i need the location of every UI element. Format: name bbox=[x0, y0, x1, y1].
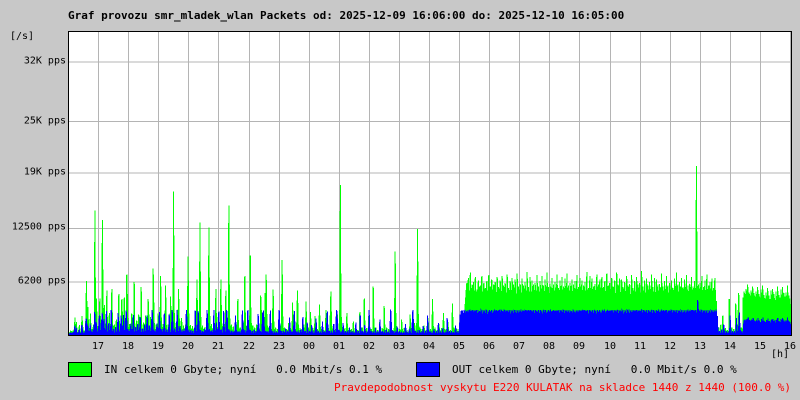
x-axis-unit-label: [h] bbox=[771, 349, 790, 360]
footer-note: Pravdepodobnost vyskytu E220 KULATAK na … bbox=[334, 381, 791, 394]
x-tick-label: 20 bbox=[181, 341, 195, 352]
x-tick-label: 22 bbox=[242, 341, 256, 352]
y-tick-label: 19K pps bbox=[23, 166, 66, 178]
plot-area[interactable] bbox=[68, 31, 792, 336]
x-tick-label: 04 bbox=[422, 341, 436, 352]
x-tick-label: 12 bbox=[663, 341, 677, 352]
legend-swatch-out-icon bbox=[416, 362, 440, 377]
legend-label-out: OUT celkem 0 Gbyte; nyní 0.0 Mbit/s 0.0 … bbox=[452, 363, 737, 376]
x-tick-label: 11 bbox=[633, 341, 647, 352]
x-tick-label: 21 bbox=[211, 341, 225, 352]
legend: IN celkem 0 Gbyte; nyní 0.0 Mbit/s 0.1 %… bbox=[0, 361, 800, 378]
y-tick-label: 32K pps bbox=[23, 55, 66, 67]
graph-title: Graf provozu smr_mladek_wlan Packets od:… bbox=[68, 9, 625, 22]
x-tick-label: 03 bbox=[392, 341, 406, 352]
x-tick-label: 15 bbox=[753, 341, 767, 352]
legend-entry-in[interactable]: IN celkem 0 Gbyte; nyní 0.0 Mbit/s 0.1 % bbox=[68, 361, 382, 378]
x-tick-label: 00 bbox=[302, 341, 316, 352]
y-axis-unit-label: [/s] bbox=[10, 31, 35, 42]
x-tick-label: 17 bbox=[91, 341, 105, 352]
x-tick-label: 23 bbox=[272, 341, 286, 352]
x-tick-label: 05 bbox=[452, 341, 466, 352]
x-tick-label: 18 bbox=[121, 341, 135, 352]
plot-canvas bbox=[69, 32, 791, 335]
series-layer bbox=[69, 165, 791, 335]
x-tick-label: 08 bbox=[542, 341, 556, 352]
x-tick-label: 09 bbox=[572, 341, 586, 352]
x-tick-label: 07 bbox=[512, 341, 526, 352]
x-tick-label: 16 bbox=[783, 341, 797, 352]
x-tick-label: 02 bbox=[362, 341, 376, 352]
y-tick-label: 25K pps bbox=[23, 115, 66, 127]
legend-swatch-in-icon bbox=[68, 362, 92, 377]
legend-entry-out[interactable]: OUT celkem 0 Gbyte; nyní 0.0 Mbit/s 0.0 … bbox=[416, 361, 737, 378]
x-tick-label: 01 bbox=[332, 341, 346, 352]
x-tick-label: 06 bbox=[482, 341, 496, 352]
x-tick-label: 19 bbox=[151, 341, 165, 352]
x-tick-label: 10 bbox=[603, 341, 617, 352]
legend-label-in: IN celkem 0 Gbyte; nyní 0.0 Mbit/s 0.1 % bbox=[104, 363, 383, 376]
y-tick-label: 6200 pps bbox=[17, 275, 66, 287]
y-tick-label: 12500 pps bbox=[11, 221, 66, 233]
x-tick-label: 14 bbox=[723, 341, 737, 352]
x-tick-label: 13 bbox=[693, 341, 707, 352]
